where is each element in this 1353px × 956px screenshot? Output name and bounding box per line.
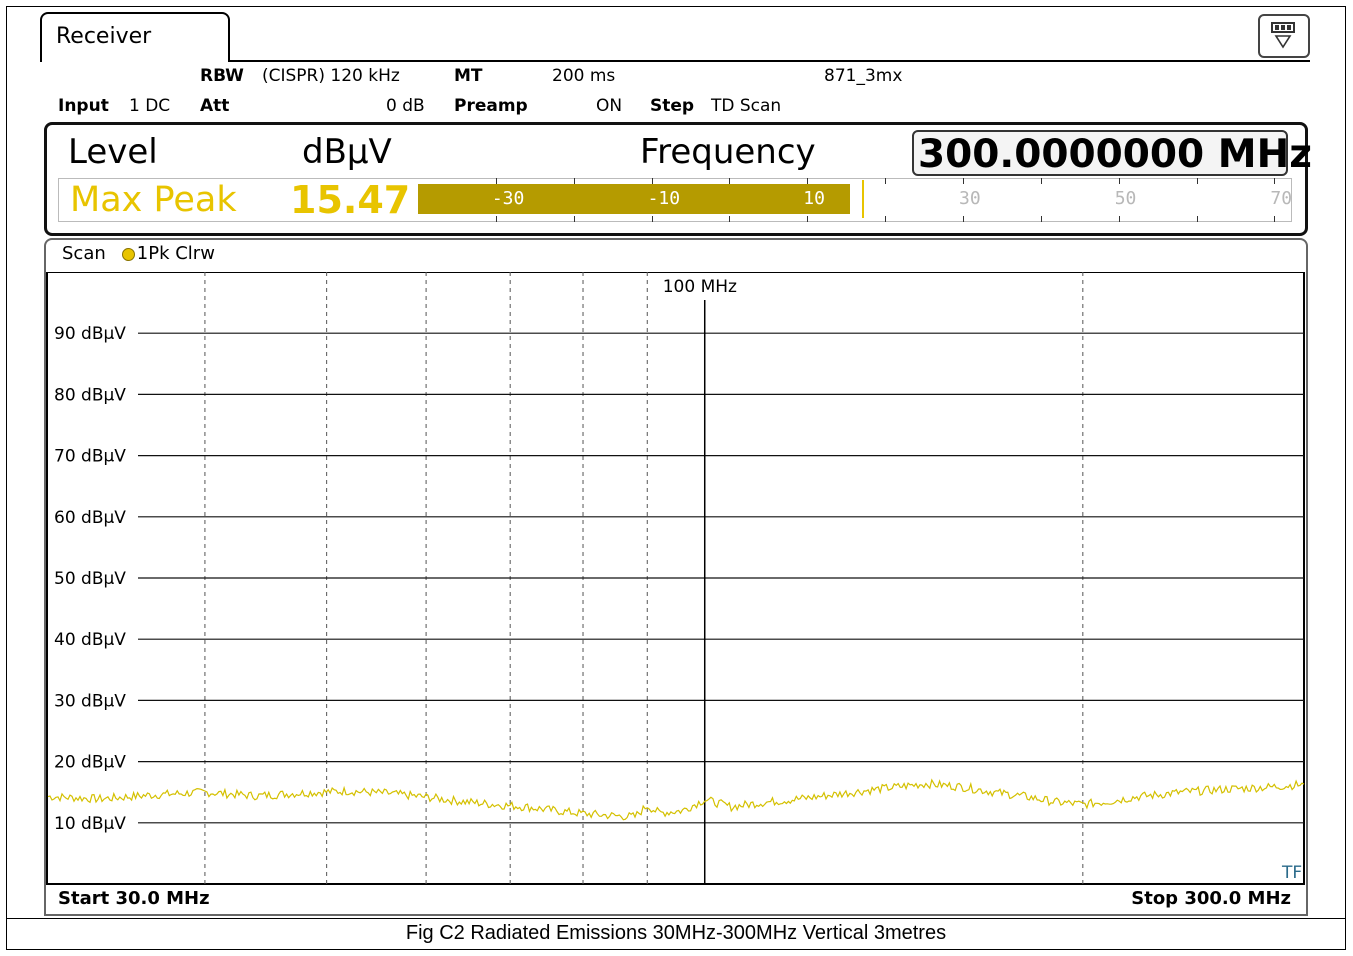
y-tick-label: 70 dBµV	[54, 447, 126, 467]
detector-label[interactable]: Max Peak	[70, 180, 237, 220]
meter-tick	[1040, 178, 1042, 184]
meter-tick	[573, 216, 575, 222]
meter-tick	[729, 178, 731, 184]
y-tick-label: 50 dBµV	[54, 569, 126, 589]
level-label: Level	[68, 132, 158, 172]
meter-tick	[1274, 216, 1276, 222]
preamp-value: ON	[596, 96, 623, 116]
unit-label[interactable]: dBµV	[302, 132, 392, 172]
figure-frame	[6, 6, 1346, 950]
rbw-label: RBW	[200, 66, 244, 86]
meter-tick	[963, 178, 964, 184]
tab-baseline	[228, 60, 1310, 62]
meter-tick	[651, 216, 653, 222]
figure-caption: Fig C2 Radiated Emissions 30MHz-300MHz V…	[405, 922, 947, 944]
meter-tick	[807, 216, 809, 222]
mt-label: MT	[454, 66, 483, 86]
meter-tick	[1040, 216, 1042, 222]
y-tick-label: 30 dBµV	[54, 691, 126, 711]
meter-scale-label: 10	[803, 188, 825, 209]
transducer-label: TF	[1281, 863, 1302, 883]
diagram-title-bar: Scan 1Pk Clrw	[62, 243, 215, 264]
tab-receiver[interactable]: Receiver	[40, 12, 230, 62]
att-label: Att	[200, 96, 230, 116]
meter-scale-label: -10	[647, 188, 681, 209]
input-value: 1 DC	[129, 96, 171, 116]
tab-receiver-label: Receiver	[56, 24, 152, 49]
rbw-value: (CISPR) 120 kHz	[262, 66, 400, 86]
step-label: Step	[650, 96, 695, 116]
y-tick-label: 40 dBµV	[54, 630, 126, 650]
preamp-label: Preamp	[454, 96, 528, 116]
level-meter-bar	[418, 184, 850, 214]
setup-name: 871_3mx	[824, 66, 903, 86]
meter-tick	[1196, 178, 1198, 184]
stop-frequency[interactable]: Stop 300.0 MHz	[1131, 888, 1291, 909]
scan-diagram-frame	[44, 238, 1308, 916]
y-tick-label: 20 dBµV	[54, 753, 126, 773]
meter-tick	[1196, 216, 1198, 222]
level-value: 15.47	[290, 178, 411, 222]
input-label: Input	[58, 96, 109, 116]
display-config-button[interactable]	[1258, 14, 1310, 58]
meter-tick	[885, 216, 887, 222]
scan-plot[interactable]: 90 dBµV 80 dBµV 70 dBµV 60 dBµV 50 dBµV 40 dB…	[46, 272, 1306, 886]
meter-tick	[1274, 178, 1276, 184]
att-value: 0 dB	[386, 96, 425, 116]
start-frequency[interactable]: Start 30.0 MHz	[58, 888, 210, 909]
frequency-value: 300.0000000 MHz	[918, 132, 1312, 177]
caption-divider	[6, 918, 1346, 919]
meter-scale-label: -30	[491, 188, 525, 209]
y-tick-label: 10 dBµV	[54, 814, 126, 834]
marker-label: 100 MHz	[663, 277, 737, 297]
trace-label[interactable]: 1Pk Clrw	[136, 243, 215, 264]
y-tick-label: 60 dBµV	[54, 508, 126, 528]
frequency-input[interactable]: 300.0000000 MHz	[912, 130, 1312, 177]
level-meter-row	[58, 178, 1292, 222]
meter-tick	[573, 178, 575, 184]
step-value: TD Scan	[711, 96, 782, 116]
meter-scale-label: 30	[959, 188, 981, 209]
mt-value: 200 ms	[552, 66, 616, 86]
meter-tick	[807, 178, 809, 184]
frequency-label: Frequency	[640, 132, 816, 172]
diagram-title: Scan	[62, 243, 106, 264]
y-tick-label: 90 dBµV	[54, 324, 126, 344]
y-tick-label: 80 dBµV	[54, 385, 126, 405]
meter-tick	[495, 178, 497, 184]
meter-tick	[963, 216, 964, 222]
display-config-icon	[1271, 22, 1295, 49]
meter-tick	[729, 216, 731, 222]
trace-indicator-icon	[121, 247, 135, 261]
meter-tick	[495, 216, 497, 222]
level-meter-marker	[861, 180, 864, 218]
meter-scale-label: 70	[1270, 188, 1293, 209]
meter-scale-label: 50	[1114, 188, 1137, 209]
trace-1pk-clrw	[47, 778, 1305, 821]
meter-tick	[651, 178, 653, 184]
meter-tick	[885, 178, 887, 184]
meter-tick	[1118, 178, 1120, 184]
meter-tick	[1118, 216, 1120, 222]
